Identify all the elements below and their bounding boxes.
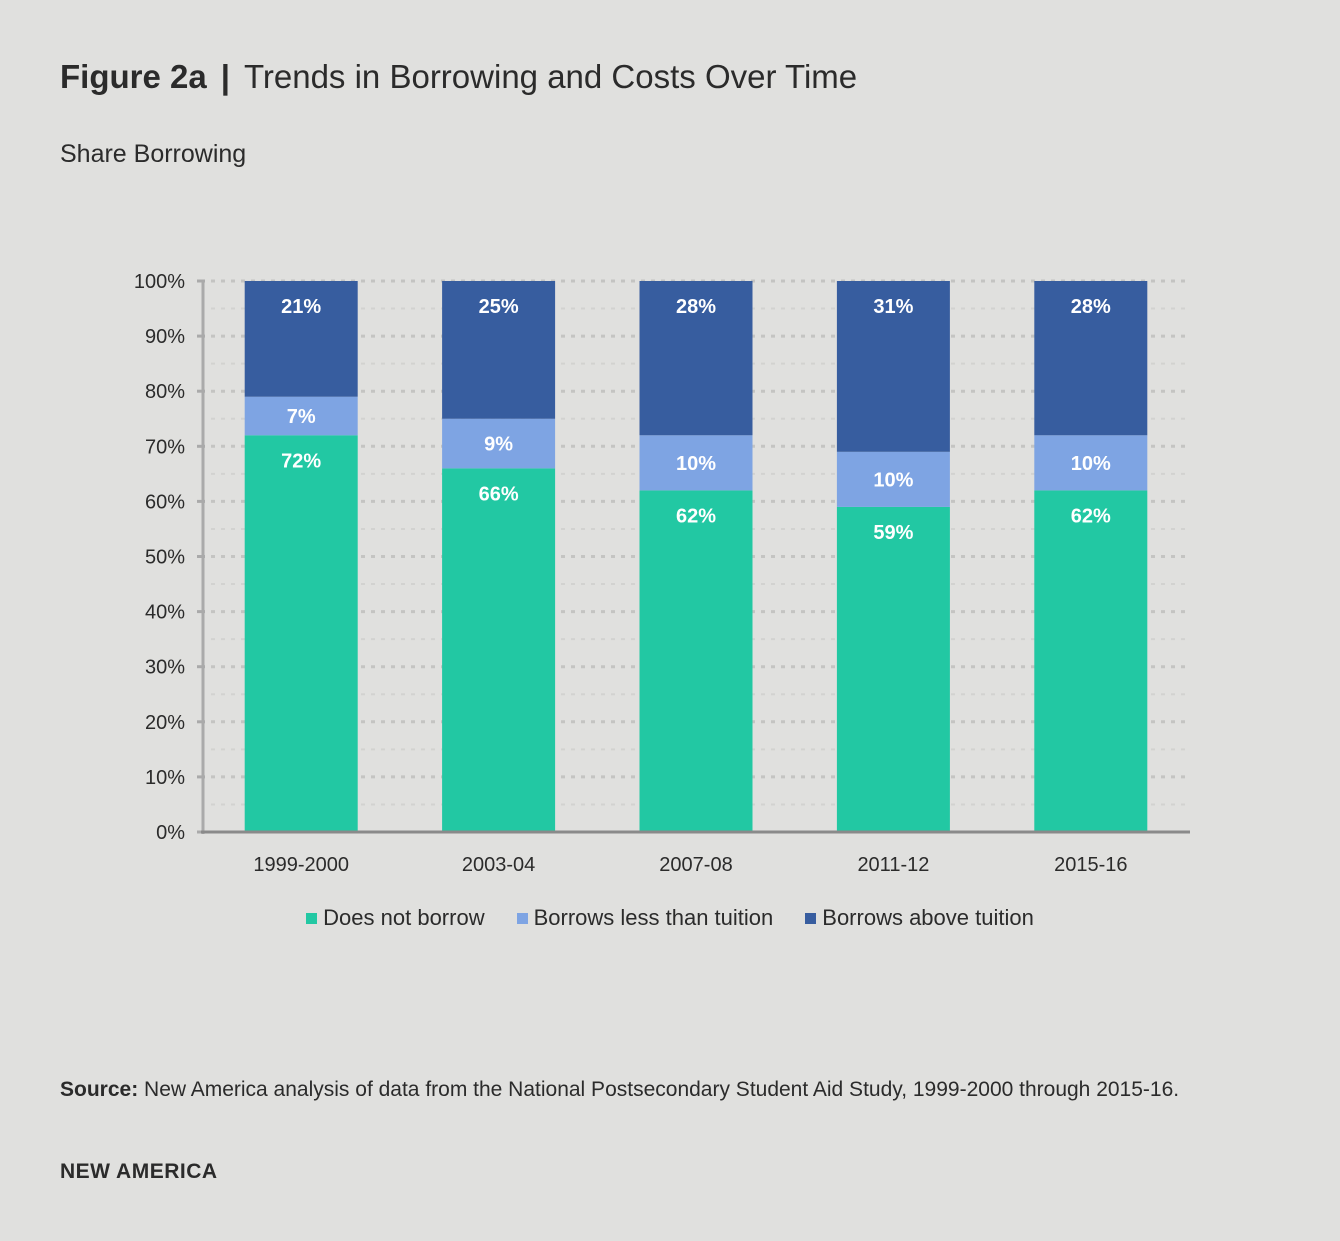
title-separator: | bbox=[220, 58, 230, 95]
data-label: 25% bbox=[479, 296, 519, 318]
y-tick-label: 20% bbox=[145, 712, 185, 734]
data-label: 10% bbox=[1071, 453, 1111, 475]
y-tick-label: 80% bbox=[145, 381, 185, 403]
y-tick-label: 100% bbox=[134, 271, 185, 293]
x-tick-label: 2011-12 bbox=[857, 854, 929, 876]
x-tick-label: 2015-16 bbox=[1054, 854, 1127, 876]
bar-segment bbox=[244, 435, 358, 832]
data-label: 28% bbox=[1071, 296, 1111, 318]
bar-segment bbox=[1034, 490, 1148, 832]
legend-label: Does not borrow bbox=[323, 905, 485, 930]
y-tick-label: 60% bbox=[145, 491, 185, 513]
bar-segment bbox=[836, 281, 950, 452]
bar-segment bbox=[442, 281, 556, 419]
legend-label: Borrows less than tuition bbox=[533, 905, 774, 930]
data-label: 9% bbox=[484, 434, 513, 456]
y-tick-label: 50% bbox=[145, 547, 185, 569]
chart-subtitle: Share Borrowing bbox=[60, 140, 247, 168]
data-label: 10% bbox=[676, 453, 716, 475]
x-tick-label: 1999-2000 bbox=[253, 854, 349, 876]
source-text: New America analysis of data from the Na… bbox=[138, 1078, 1180, 1101]
bar-segment bbox=[244, 396, 358, 436]
source-label: Source: bbox=[60, 1078, 139, 1101]
data-label: 10% bbox=[873, 469, 913, 491]
legend-swatch bbox=[516, 913, 528, 924]
chart-title: Figure 2a | Trends in Borrowing and Costs … bbox=[60, 58, 857, 96]
y-tick-label: 90% bbox=[145, 326, 185, 348]
bar-segment bbox=[639, 490, 753, 832]
data-label: 62% bbox=[676, 505, 716, 527]
legend-swatch bbox=[306, 913, 318, 924]
bar-segment bbox=[639, 281, 753, 436]
brand-logo: NEW AMERICA bbox=[60, 1160, 218, 1183]
y-tick-label: 30% bbox=[145, 657, 185, 679]
x-tick-label: 2007-08 bbox=[659, 854, 732, 876]
title-text: Trends in Borrowing and Costs Over Time bbox=[243, 58, 858, 95]
bar-segment bbox=[639, 435, 753, 491]
y-tick-label: 0% bbox=[156, 822, 185, 844]
y-tick-label: 40% bbox=[145, 602, 185, 624]
bar-segment bbox=[1034, 281, 1148, 436]
data-label: 7% bbox=[287, 406, 316, 428]
bar-segment bbox=[442, 418, 556, 469]
legend-item: Borrows less than tuition bbox=[516, 905, 774, 931]
bar-segment bbox=[244, 281, 358, 397]
data-label: 28% bbox=[676, 296, 716, 318]
bar-segment bbox=[442, 468, 556, 832]
data-label: 72% bbox=[281, 450, 321, 472]
data-label: 21% bbox=[281, 296, 321, 318]
legend-item: Does not borrow bbox=[306, 905, 485, 931]
legend-label: Borrows above tuition bbox=[822, 905, 1034, 930]
y-tick-label: 70% bbox=[145, 436, 185, 458]
stacked-bar-chart: 0% 10% 20% 30% 40% 50% 60% 70% 80% 90% 100% 72% 7% 21… bbox=[134, 271, 1190, 876]
data-label: 59% bbox=[873, 522, 913, 544]
data-label: 66% bbox=[479, 483, 519, 505]
source-note: Source: New America analysis of data fro… bbox=[60, 1075, 1180, 1104]
bar-segment bbox=[836, 506, 950, 832]
bar-segment bbox=[836, 451, 950, 507]
y-tick-label: 10% bbox=[145, 767, 185, 789]
data-label: 62% bbox=[1071, 505, 1111, 527]
data-label: 31% bbox=[873, 296, 913, 318]
legend: Does not borrow Borrows less than tuition… bbox=[0, 905, 1340, 931]
legend-swatch bbox=[805, 913, 817, 924]
legend-item: Borrows above tuition bbox=[805, 905, 1034, 931]
figure-label: Figure 2a bbox=[60, 58, 207, 95]
x-tick-label: 2003-04 bbox=[462, 854, 535, 876]
bar-segment bbox=[1034, 435, 1148, 491]
